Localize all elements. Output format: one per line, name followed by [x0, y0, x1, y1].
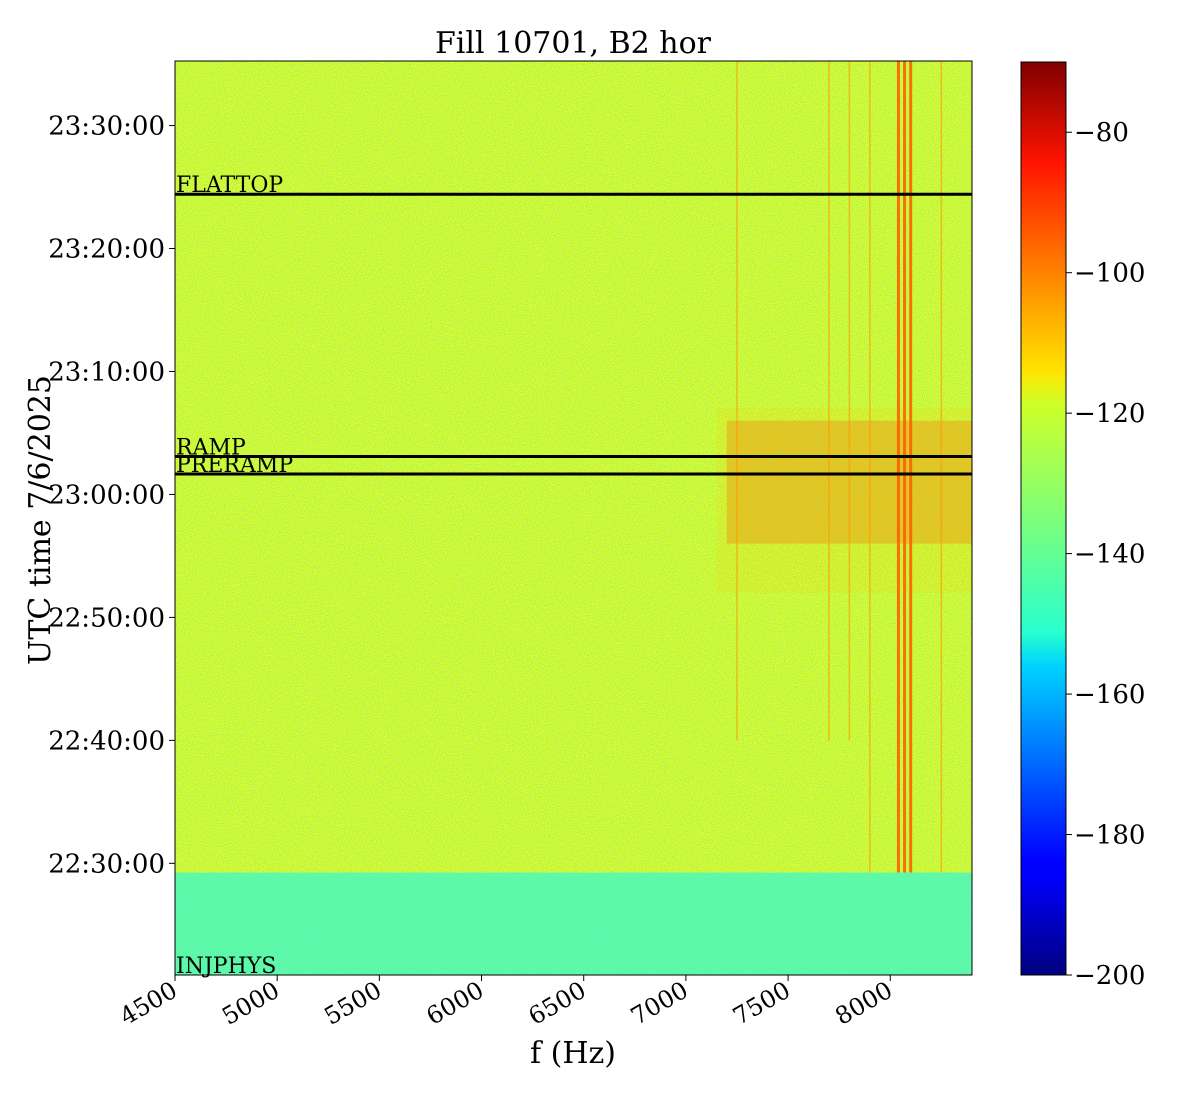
- spectrogram-heatmap: [175, 61, 972, 975]
- plot-frame: [174, 60, 973, 976]
- y-tick-label: 23:10:00: [48, 357, 165, 387]
- chart-title: Fill 10701, B2 hor: [435, 26, 712, 61]
- y-tick-label: 23:30:00: [48, 112, 165, 142]
- x-tick-label: 7000: [626, 976, 693, 1031]
- y-axis: 22:30:00 22:40:00 22:50:00 23:00:00 23:10:00…: [48, 112, 175, 879]
- x-tick-label: 5000: [217, 976, 284, 1031]
- y-axis-label: UTC time 7/6/2025: [23, 375, 58, 665]
- colorbar-tick-label: −80: [1074, 118, 1129, 148]
- colorbar-ticks: −200 −180 −160 −140 −120 −100 −80: [1066, 118, 1145, 991]
- x-tick-label: 6500: [524, 976, 591, 1031]
- y-tick-label: 22:40:00: [48, 726, 165, 756]
- y-tick-label: 23:20:00: [48, 235, 165, 265]
- x-tick-label: 8000: [830, 976, 897, 1031]
- y-tick-label: 22:30:00: [48, 849, 165, 879]
- x-axis-label: f (Hz): [530, 1036, 616, 1071]
- heatmap-hotspot-noise: [716, 408, 972, 593]
- x-tick-label: 5500: [319, 976, 386, 1031]
- x-tick-label: 6000: [422, 976, 489, 1031]
- x-axis: 4500 5000 5500 6000 6500 7000 7500 8000: [115, 975, 897, 1031]
- colorbar-tick-label: −140: [1074, 540, 1145, 570]
- colorbar-tick-label: −100: [1074, 259, 1145, 289]
- colorbar-tick-label: −160: [1074, 680, 1145, 710]
- phase-label: RAMP: [176, 436, 246, 461]
- y-tick-label: 23:00:00: [48, 480, 165, 510]
- x-tick-label: 4500: [115, 976, 182, 1031]
- colorbar-tick-label: −200: [1074, 961, 1145, 991]
- x-tick-label: 7500: [728, 976, 795, 1031]
- phase-label: FLATTOP: [176, 173, 283, 198]
- colorbar-tick-label: −180: [1074, 821, 1145, 851]
- colorbar: [1020, 61, 1067, 976]
- y-tick-label: 22:50:00: [48, 603, 165, 633]
- colorbar-tick-label: −120: [1074, 399, 1145, 429]
